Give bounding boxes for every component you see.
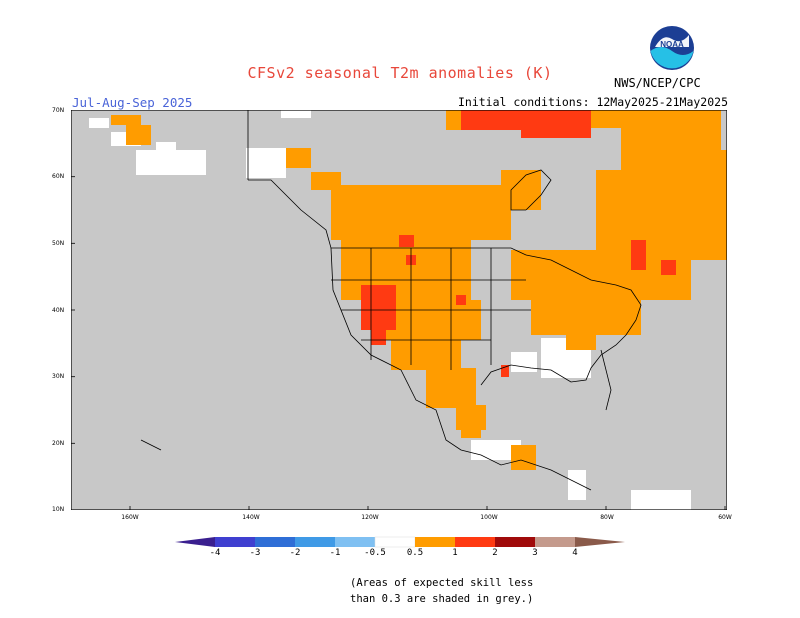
legend-tick: 0.5 xyxy=(406,548,424,558)
lat-label: 50N xyxy=(52,240,65,247)
legend-bin xyxy=(255,537,295,547)
legend-bin xyxy=(215,537,255,547)
legend-bin xyxy=(374,536,416,548)
legend-bin xyxy=(495,537,535,547)
lon-label: 60W xyxy=(718,514,732,521)
legend-bin xyxy=(415,537,455,547)
lat-label: 40N xyxy=(52,307,65,314)
lat-label: 10N xyxy=(52,506,65,513)
lon-label: 140W xyxy=(242,514,260,521)
map-outlines xyxy=(71,110,727,510)
legend-tick: -3 xyxy=(249,548,261,558)
legend-tick: -0.5 xyxy=(364,548,386,558)
lon-label: 100W xyxy=(480,514,498,521)
legend-tick: 3 xyxy=(532,548,538,558)
legend-tick: 1 xyxy=(452,548,458,558)
lon-label: 120W xyxy=(361,514,379,521)
anomaly-red xyxy=(361,110,676,377)
lon-label: 160W xyxy=(121,514,139,521)
legend-bin xyxy=(535,537,575,547)
legend-tick: -1 xyxy=(329,548,341,558)
skill-note-line1: (Areas of expected skill less xyxy=(350,577,534,589)
legend-arrow-min xyxy=(175,537,215,547)
legend-bin xyxy=(335,537,375,547)
legend-tick: 2 xyxy=(492,548,498,558)
legend-bin xyxy=(455,537,495,547)
color-legend xyxy=(175,536,625,548)
legend-bin xyxy=(295,537,335,547)
noaa-logo: NOAA xyxy=(650,26,694,70)
skill-note-line2: than 0.3 are shaded in grey.) xyxy=(350,593,534,605)
noaa-logo-text: NOAA xyxy=(660,40,684,49)
forecast-period: Jul-Aug-Sep 2025 xyxy=(72,95,193,110)
skill-note: (Areas of expected skill less than 0.3 a… xyxy=(350,575,533,607)
initial-conditions: Initial conditions: 12May2025-21May2025 xyxy=(457,95,728,109)
legend-tick: 4 xyxy=(572,548,578,558)
legend-tick: -2 xyxy=(289,548,301,558)
legend-arrow-max xyxy=(575,537,625,547)
lat-label: 30N xyxy=(52,373,65,380)
axis-ticks xyxy=(71,110,726,510)
lat-label: 20N xyxy=(52,440,65,447)
map-title: CFSv2 seasonal T2m anomalies (K) xyxy=(247,64,553,82)
lat-label: 70N xyxy=(52,107,65,114)
lon-label: 80W xyxy=(600,514,614,521)
anomaly-map xyxy=(71,110,727,510)
anomaly-orange xyxy=(111,110,727,470)
legend-tick: -4 xyxy=(209,548,221,558)
agency-label: NWS/NCEP/CPC xyxy=(614,76,701,90)
neutral-areas xyxy=(89,110,691,510)
lat-label: 60N xyxy=(52,173,65,180)
